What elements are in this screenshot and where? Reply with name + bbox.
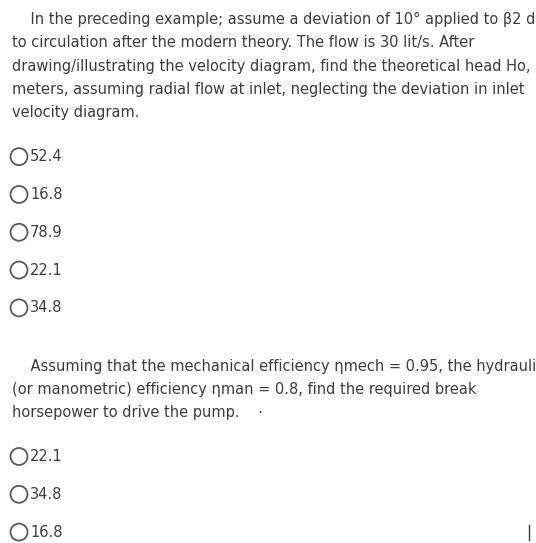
Text: to circulation after the modern theory. The flow is 30 lit/s. After: to circulation after the modern theory. …	[12, 35, 474, 50]
Text: 16.8: 16.8	[30, 525, 63, 540]
Text: Assuming that the mechanical efficiency ηmech = 0.95, the hydraulic: Assuming that the mechanical efficiency …	[12, 358, 536, 374]
Text: 16.8: 16.8	[30, 187, 63, 202]
Text: 22.1: 22.1	[30, 449, 63, 464]
Text: horsepower to drive the pump.    ⋅: horsepower to drive the pump. ⋅	[12, 405, 263, 420]
Text: 34.8: 34.8	[30, 300, 62, 315]
Text: 34.8: 34.8	[30, 487, 62, 502]
Text: 52.4: 52.4	[30, 149, 63, 164]
Text: meters, assuming radial flow at inlet, neglecting the deviation in inlet: meters, assuming radial flow at inlet, n…	[12, 82, 525, 97]
Text: velocity diagram.: velocity diagram.	[12, 105, 139, 121]
Text: 22.1: 22.1	[30, 263, 63, 277]
Text: In the preceding example; assume a deviation of 10° applied to β2 due: In the preceding example; assume a devia…	[12, 12, 536, 27]
Text: 78.9: 78.9	[30, 225, 63, 240]
Text: drawing/illustrating the velocity diagram, find the theoretical head Ho, in: drawing/illustrating the velocity diagra…	[12, 59, 536, 74]
Text: (or manometric) efficiency ηman = 0.8, find the required break: (or manometric) efficiency ηman = 0.8, f…	[12, 382, 477, 397]
